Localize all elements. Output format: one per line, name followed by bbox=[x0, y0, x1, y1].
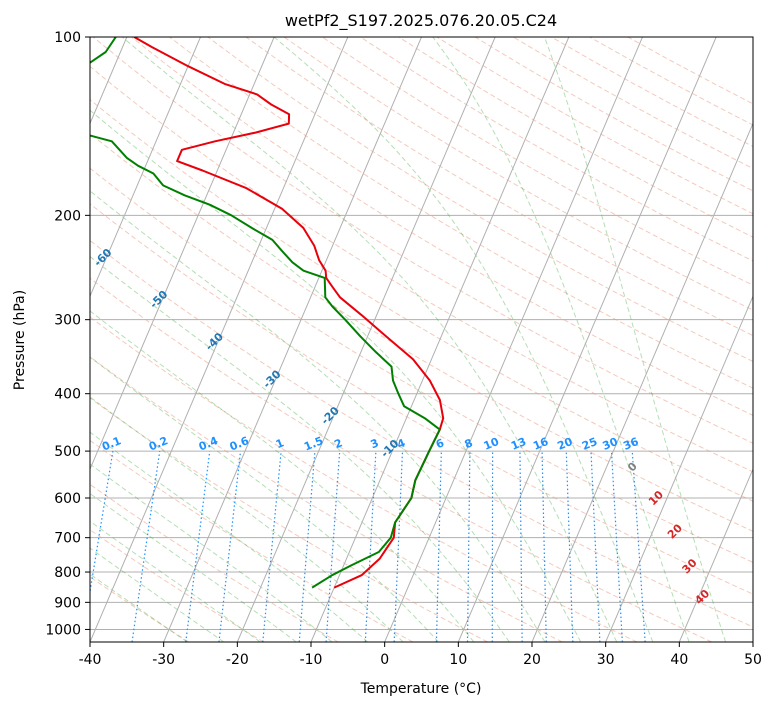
mixing-ratio-label: 3 bbox=[369, 436, 381, 451]
y-tick-label: 500 bbox=[54, 444, 81, 460]
y-tick-label: 900 bbox=[54, 595, 81, 611]
moist-adiabat-line bbox=[90, 463, 333, 642]
dry-adiabat-line bbox=[207, 37, 753, 363]
x-tick-label: 40 bbox=[670, 652, 688, 668]
moist-adiabat-line bbox=[544, 37, 727, 642]
x-axis-label: Temperature (°C) bbox=[360, 681, 482, 697]
dry-adiabat-line bbox=[90, 239, 753, 628]
dry-adiabat-line bbox=[90, 167, 753, 563]
dewpoint-profile-line bbox=[90, 37, 441, 589]
y-tick-label: 1000 bbox=[45, 622, 81, 638]
isotherm-line bbox=[605, 295, 753, 642]
mixing-ratio-label: 20 bbox=[555, 435, 574, 453]
x-tick-label: -30 bbox=[152, 652, 175, 668]
y-tick-label: 300 bbox=[54, 313, 81, 329]
y-tick-label: 600 bbox=[54, 491, 81, 507]
plot-frame bbox=[89, 36, 754, 643]
dry-adiabat-line bbox=[90, 132, 753, 532]
isotherm-line bbox=[457, 37, 717, 642]
moist-adiabats bbox=[90, 37, 727, 642]
isotherm-line bbox=[531, 122, 753, 642]
x-axis: -40 -30 -20 -10 0 10 20 30 40 50 bbox=[79, 642, 762, 668]
y-tick-label: 800 bbox=[54, 565, 81, 581]
dry-adiabat-line bbox=[245, 37, 753, 337]
moist-adiabat-line bbox=[90, 190, 546, 642]
x-tick-label: 0 bbox=[380, 652, 389, 668]
y-tick-label: 200 bbox=[54, 208, 81, 224]
x-tick-label: -40 bbox=[79, 652, 102, 668]
moist-adiabat-line bbox=[90, 356, 439, 642]
dry-adiabat-line bbox=[90, 316, 638, 642]
dry-adiabat-line bbox=[90, 356, 563, 642]
dry-adiabat-line bbox=[131, 37, 753, 416]
moist-adiabat-line bbox=[90, 109, 582, 642]
isotherm-line bbox=[678, 467, 753, 642]
dry-adiabat-line bbox=[90, 397, 488, 642]
y-axis-label: Pressure (hPa) bbox=[12, 290, 28, 390]
pressure-gridlines bbox=[90, 37, 753, 630]
mixing-ratio-label: 10 bbox=[482, 435, 501, 453]
dry-adiabat-line bbox=[169, 37, 753, 389]
isotherm-line bbox=[163, 37, 422, 642]
mixing-ratio-line bbox=[90, 451, 114, 596]
mixing-ratio-line bbox=[218, 451, 242, 642]
moist-adiabat-line bbox=[90, 255, 510, 642]
moist-adiabat-line bbox=[273, 37, 654, 642]
dry-adiabat-line bbox=[90, 483, 339, 642]
moist-adiabat-line bbox=[90, 573, 188, 642]
mixing-ratio-lines bbox=[90, 451, 646, 642]
moist-adiabat-line bbox=[90, 310, 475, 642]
mixing-ratio-label: 2 bbox=[332, 436, 344, 451]
mixing-ratio-label: 8 bbox=[463, 436, 475, 451]
isotherms bbox=[90, 37, 753, 642]
dry-adiabat-line bbox=[90, 98, 753, 502]
y-axis: 100 200 300 400 500 600 700 800 900 1000 bbox=[45, 30, 90, 638]
y-tick-label: 100 bbox=[54, 30, 81, 46]
x-tick-label: -10 bbox=[300, 652, 323, 668]
isotherm-line bbox=[384, 37, 643, 642]
isotherm-line bbox=[90, 37, 201, 298]
mixing-ratio-label: 25 bbox=[580, 435, 599, 453]
dry-adiabats bbox=[90, 37, 753, 642]
moist-adiabat-line bbox=[90, 520, 261, 642]
mixing-ratio-label: 16 bbox=[531, 435, 550, 453]
x-tick-label: -20 bbox=[226, 652, 249, 668]
y-tick-label: 400 bbox=[54, 387, 81, 403]
dry-adiabat-line bbox=[90, 203, 753, 595]
dry-adiabat-line bbox=[90, 277, 712, 642]
moist-adiabat-line bbox=[121, 37, 618, 642]
x-tick-label: 50 bbox=[744, 652, 762, 668]
x-tick-label: 10 bbox=[449, 652, 467, 668]
y-tick-label: 700 bbox=[54, 531, 81, 547]
mixing-ratio-label: 13 bbox=[509, 435, 528, 453]
mixing-ratio-label: 36 bbox=[621, 435, 640, 453]
mixing-ratio-label: 1 bbox=[274, 436, 286, 451]
isotherm-line bbox=[310, 37, 570, 642]
isotherm-line bbox=[90, 37, 349, 642]
moist-adiabat-line bbox=[90, 431, 369, 642]
moist-adiabat-line bbox=[90, 547, 225, 642]
isotherm-line bbox=[236, 37, 496, 642]
dry-adiabat-line bbox=[90, 529, 264, 642]
mixing-ratio-line bbox=[185, 451, 211, 642]
plot-area: 0.10.20.40.611.52346810131620253036-100-… bbox=[90, 37, 753, 642]
profile-series bbox=[90, 37, 445, 589]
mixing-ratio-label: 30 bbox=[601, 435, 620, 453]
chart-title: wetPf2_S197.2025.076.20.05.C24 bbox=[285, 11, 557, 31]
x-tick-label: 30 bbox=[597, 652, 615, 668]
moist-adiabat-line bbox=[432, 37, 690, 642]
dry-adiabat-line bbox=[90, 439, 414, 642]
x-tick-label: 20 bbox=[523, 652, 541, 668]
mixing-ratio-line bbox=[131, 451, 161, 642]
